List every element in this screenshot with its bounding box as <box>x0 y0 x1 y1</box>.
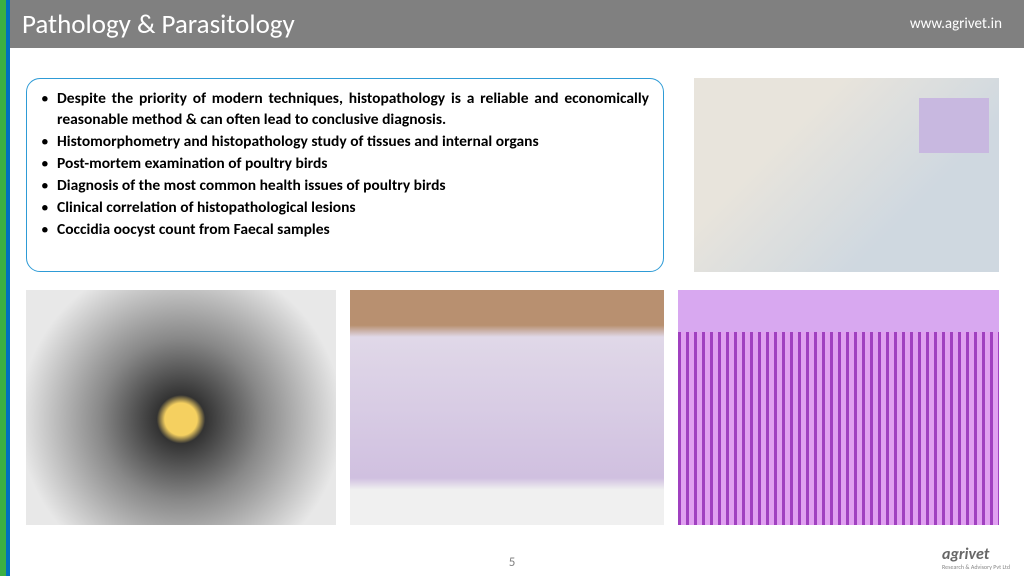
brand-logo: agrivet Research & Advisory Pvt Ltd <box>942 545 1010 570</box>
bullet-item: Post-mortem examination of poultry birds <box>57 154 649 175</box>
slide-title: Pathology & Parasitology <box>22 8 295 41</box>
bullet-item: Coccidia oocyst count from Faecal sample… <box>57 220 649 241</box>
bullet-item: Despite the priority of modern technique… <box>57 89 649 131</box>
bullet-item: Diagnosis of the most common health issu… <box>57 176 649 197</box>
bullet-item: Histomorphometry and histopathology stud… <box>57 132 649 153</box>
image-top-right <box>694 78 999 272</box>
logo-subtext: Research & Advisory Pvt Ltd <box>942 564 1010 570</box>
image-bottom-middle <box>350 290 664 525</box>
slide-header: Pathology & Parasitology www.agrivet.in <box>10 0 1024 48</box>
image-bottom-right <box>678 290 999 525</box>
image-bottom-left <box>26 290 336 525</box>
bullet-item: Clinical correlation of histopathologica… <box>57 198 649 219</box>
site-url: www.agrivet.in <box>910 15 1002 33</box>
page-number: 5 <box>509 555 516 570</box>
bullet-list: Despite the priority of modern technique… <box>57 89 649 240</box>
logo-text: agrivet <box>942 545 989 564</box>
accent-bar-blue <box>6 0 10 576</box>
content-text-box: Despite the priority of modern technique… <box>26 78 664 272</box>
